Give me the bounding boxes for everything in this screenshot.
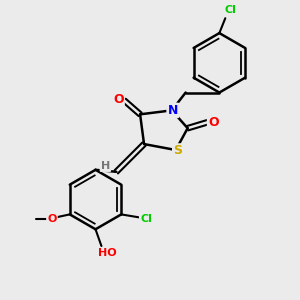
Text: Cl: Cl	[224, 5, 236, 15]
Text: O: O	[47, 214, 57, 224]
Text: O: O	[208, 116, 219, 129]
Text: N: N	[168, 104, 178, 117]
Text: Cl: Cl	[140, 214, 152, 224]
Text: O: O	[113, 93, 124, 106]
Text: H: H	[101, 161, 110, 171]
Text: S: S	[173, 145, 182, 158]
Text: HO: HO	[98, 248, 117, 258]
